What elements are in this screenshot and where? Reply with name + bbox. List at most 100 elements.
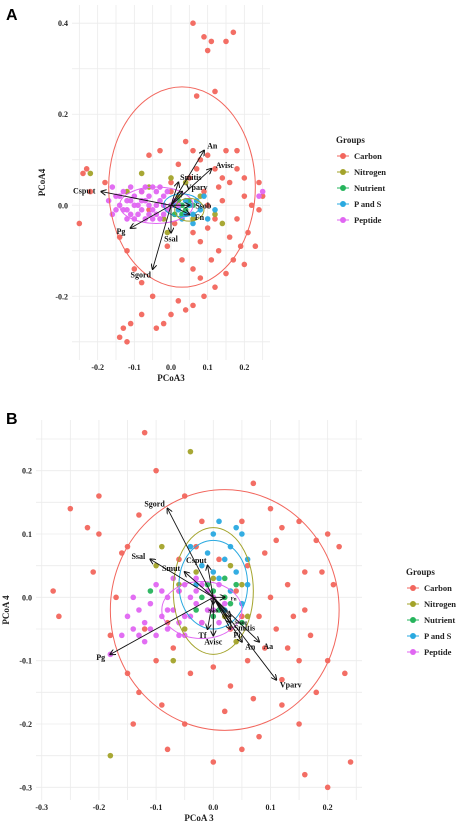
loading-label: Ssob — [195, 201, 212, 210]
point-carbon — [313, 689, 320, 696]
point-carbon — [190, 147, 196, 154]
point-carbon — [107, 632, 114, 639]
point-peptide — [187, 613, 194, 620]
point-p-and-s — [210, 569, 217, 575]
point-carbon — [160, 320, 167, 327]
point-carbon — [190, 266, 196, 272]
x-tick-label: 0.0 — [208, 803, 218, 812]
point-carbon — [219, 197, 226, 204]
point-carbon — [67, 505, 74, 512]
loading-label: Sgord — [131, 271, 152, 280]
point-carbon — [223, 270, 229, 277]
point-p-and-s — [233, 524, 239, 531]
loading-label: Avisc — [204, 637, 223, 646]
point-carbon — [146, 152, 152, 158]
legend-entry-label: Carbon — [424, 583, 452, 593]
x-tick-label: 0.2 — [323, 803, 333, 812]
point-carbon — [212, 216, 218, 222]
point-peptide — [160, 193, 167, 199]
y-tick-label: 0.2 — [58, 110, 68, 119]
point-peptide — [157, 216, 163, 222]
point-carbon — [324, 784, 331, 791]
point-carbon — [199, 518, 205, 525]
point-carbon — [197, 238, 204, 245]
point-carbon — [241, 193, 248, 199]
point-peptide — [256, 193, 262, 199]
point-carbon — [210, 759, 217, 765]
point-carbon — [84, 524, 91, 531]
point-peptide — [181, 613, 188, 620]
legend-key-dot — [340, 153, 346, 159]
point-carbon — [197, 275, 204, 281]
loading-arrow — [168, 509, 214, 598]
point-carbon — [212, 88, 218, 95]
point-carbon — [138, 279, 145, 286]
legend: Groups Carbon Nitrogen Nutrient P and S Pepti… — [406, 567, 456, 657]
loading-arrow — [212, 597, 259, 641]
loading-label: Avisc — [216, 161, 235, 170]
point-carbon — [90, 569, 96, 575]
point-peptide — [138, 188, 145, 195]
legend: Groups Carbon Nitrogen Nutrient P and S Pepti… — [336, 135, 386, 225]
point-nitrogen — [239, 581, 245, 588]
point-peptide — [149, 207, 156, 213]
loading-label: Vparv — [280, 680, 302, 689]
point-carbon — [187, 670, 194, 677]
point-p-and-s — [204, 216, 211, 222]
panel-b-letter: B — [6, 411, 18, 428]
point-p-and-s — [233, 569, 239, 575]
point-carbon — [226, 179, 233, 186]
point-peptide — [130, 626, 137, 632]
loading-arrow — [150, 559, 214, 598]
point-carbon — [234, 166, 240, 172]
legend-key-dot — [340, 217, 346, 223]
loading-arrow — [208, 597, 214, 629]
y-axis-title: PCoA4 — [37, 168, 47, 196]
y-tick-label: 0.4 — [58, 19, 68, 28]
legend-entry-label: Nitrogen — [354, 167, 386, 177]
ellipse-peptide — [119, 186, 194, 224]
point-carbon — [250, 480, 257, 487]
x-tick-label: -0.1 — [150, 803, 163, 812]
point-p-and-s — [197, 207, 204, 213]
point-carbon — [171, 220, 178, 227]
point-carbon — [248, 202, 255, 209]
loading-arrow — [170, 183, 178, 206]
point-carbon — [250, 695, 257, 702]
legend-entry-label: Nutrient — [354, 183, 385, 193]
x-axis-title: PCoA 3 — [184, 813, 214, 823]
point-carbon — [210, 664, 217, 670]
point-peptide — [146, 211, 152, 218]
loading-arrow — [170, 169, 211, 206]
point-carbon — [116, 334, 123, 341]
point-nutrient — [199, 594, 205, 601]
point-carbon — [296, 721, 302, 727]
panel-b-plot: -0.3 -0.2 -0.1 0.0 0.1 0.2 -0.3 -0.2 -0.1 0.0 0.1 0… — [1, 420, 456, 823]
loading-label: Vparv — [186, 183, 208, 192]
point-peptide — [127, 211, 134, 218]
point-carbon — [201, 34, 207, 40]
point-carbon — [256, 179, 262, 186]
point-carbon — [233, 588, 239, 594]
legend-key-dot — [340, 185, 346, 191]
point-nutrient — [193, 607, 199, 613]
point-carbon — [141, 429, 148, 436]
point-carbon — [223, 147, 229, 154]
loading-arrow — [170, 151, 204, 206]
loading-arrow — [110, 596, 214, 654]
point-p-and-s — [204, 550, 211, 556]
loading-label: Ssang — [234, 621, 247, 626]
point-nitrogen — [138, 170, 145, 177]
loading-arrow — [170, 192, 182, 206]
point-carbon — [190, 20, 196, 27]
point-carbon — [164, 746, 171, 753]
loading-label: Pg — [117, 227, 126, 236]
y-tick-label: -0.2 — [55, 292, 68, 301]
point-carbon — [256, 733, 262, 740]
point-carbon — [153, 467, 159, 474]
point-carbon — [290, 613, 297, 620]
loading-label: Csput — [186, 556, 207, 565]
point-carbon — [113, 594, 119, 601]
point-peptide — [193, 600, 199, 607]
